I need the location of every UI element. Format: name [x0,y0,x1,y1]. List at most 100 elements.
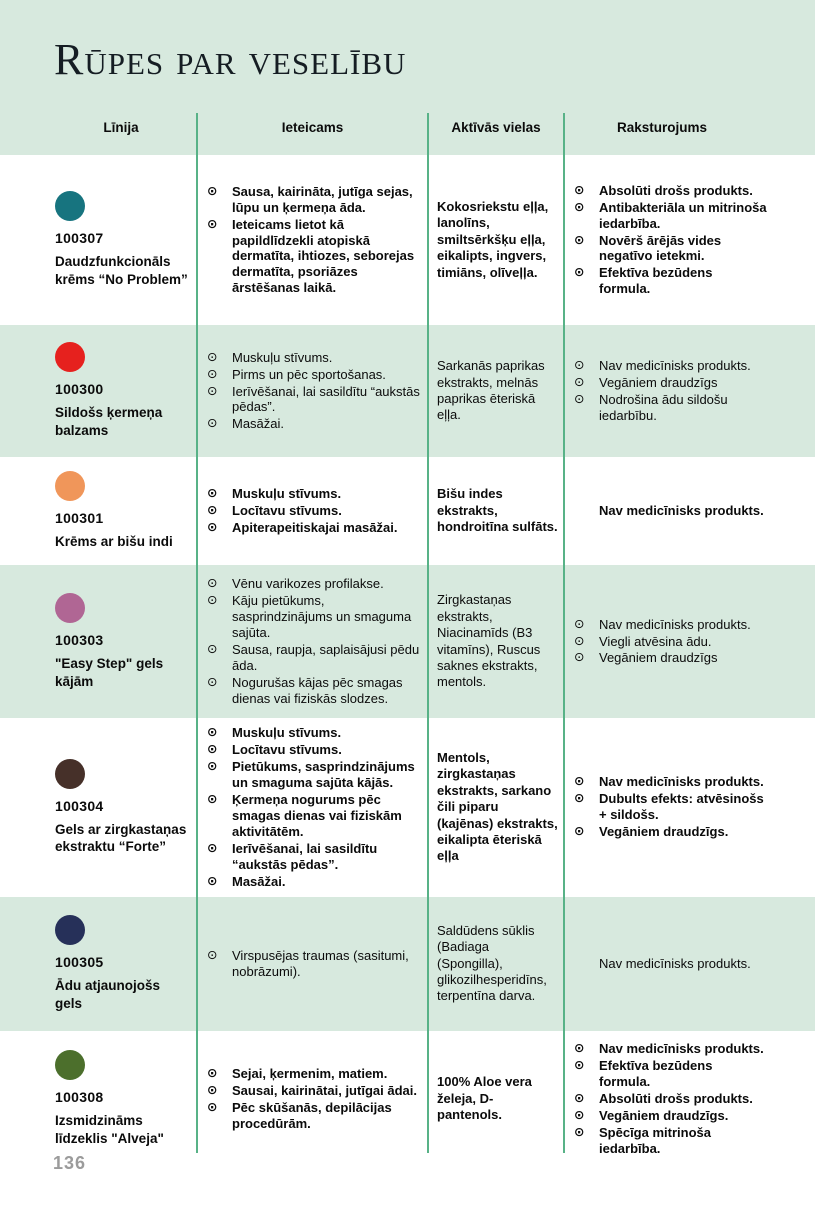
bullet-text: Ķermeņa nogurums pēc smagas dienas vai f… [232,791,402,839]
product-cell: 100305 Ādu atjaunojošs gels [0,915,197,1012]
bullet-text: Dubults efekts: atvēsinošs + sildošs. [599,791,764,823]
recommended-cell: ⊙ Sausa, kairināta, jutīga sejas, lūpu un… [197,177,428,304]
bullet-text: Efektīva bezūdens formula. [599,265,713,297]
bullet-item: ⊙ Ķermeņa nogurums pēc smagas dienas vai … [205,791,424,840]
bullet-text: Sausai, kairinātai, jutīgai ādai. [232,1082,417,1098]
column-header-aktivas-vielas: Aktīvās vielas [451,120,541,136]
product-code: 100305 [55,954,104,971]
column-header-raksturojums: Raksturojums [616,120,708,136]
product-color-dot [55,191,85,222]
bullet-icon: ⊙ [207,724,218,739]
bullet-item: ⊙ Pēc skūšanās, depilācijas procedūrām. [205,1098,424,1132]
bullet-item: ⊙ Sausa, kairināta, jutīga sejas, lūpu un… [205,182,424,216]
characteristics-cell: ⊙ Nav medicīnisks produkts. ⊙ Viegli atvēsi… [564,610,815,674]
bullet-text: Vegāniem draudzīgs. [599,1107,729,1123]
product-code: 100304 [55,797,104,814]
bullet-text: Ierīvēšanai, lai sasildītu “aukstās pēda… [232,840,378,872]
bullet-text: Vegāniem draudzīgs [599,375,718,391]
product-cell: 100301 Krēms ar bišu indi [0,471,197,551]
bullet-text: Pirms un pēc sportošanas. [232,366,386,382]
bullet-item: ⊙ Pietūkums, sasprindzinājums un smaguma … [205,757,424,791]
bullet-text: Ieteicams lietot kā papildlīdzekli atopi… [232,216,415,296]
bullet-text: Nav medicīnisks produkts. [599,616,751,632]
bullet-icon: ⊙ [207,502,218,517]
recommended-cell: ⊙ Muskuļu stīvums. ⊙ Locītavu stīvums. ⊙ Apit… [197,479,428,543]
bullet-icon: ⊙ [574,357,585,373]
characteristics-cell: Nav medicīnisks produkts. [564,497,815,525]
bullet-item: ⊙ Vegāniem draudzīgs [572,649,767,666]
table-row: 100300 Sildošs ķermeņa balzams ⊙ Muskuļu … [0,325,815,457]
bullet-item: ⊙ Apiterapeitiskajai masāžai. [205,519,424,536]
page-number: 136 [53,1153,87,1173]
bullet-text: Sausa, kairināta, jutīga sejas, lūpu un … [232,183,413,215]
product-code: 100301 [55,510,104,527]
column-divider [563,113,565,1153]
bullet-icon: ⊙ [207,592,218,608]
bullet-text: Nav medicīnisks produkts. [599,774,764,790]
bullet-item: ⊙ Efektīva bezūdens formula. [572,1057,767,1090]
bullet-icon: ⊙ [574,1039,585,1055]
characteristics-text: Nav medicīnisks produkts. [599,955,751,971]
product-code: 100307 [55,230,104,247]
bullet-icon: ⊙ [207,575,218,591]
product-code: 100308 [55,1089,104,1106]
bullet-item: ⊙ Sausa, raupja, saplaisājusi pēdu āda. [205,641,424,674]
bullet-icon: ⊙ [574,1106,585,1122]
product-name: Daudzfunkcionāls krēms “No Problem” [55,254,188,287]
page-title: Rūpes par veselību [54,35,407,84]
recommended-cell: ⊙ Muskuļu stīvums. ⊙ Locītavu stīvums. ⊙ Piet… [197,718,428,897]
bullet-text: Kāju pietūkums, sasprindzinājums un smag… [232,593,412,641]
bullet-icon: ⊙ [574,198,585,214]
bullet-text: Masāžai. [232,873,286,889]
product-color-dot [55,592,85,623]
bullet-item: ⊙ Novērš ārējās vides negatīvo ietekmi. [572,231,767,265]
bullet-icon: ⊙ [207,182,218,198]
active-substances-text: Bišu indes ekstrakts, hondroitīna sulfāt… [437,486,558,535]
bullet-icon: ⊙ [207,1098,218,1114]
bullet-text: Absolūti drošs produkts. [599,182,753,198]
table-row: 100307 Daudzfunkcionāls krēms “No Proble… [0,155,815,325]
bullet-item: ⊙ Ierīvēšanai, lai sasildītu “aukstās pēd… [205,840,424,873]
product-cell: 100300 Sildošs ķermeņa balzams [0,342,197,439]
product-color-dot [55,758,85,789]
bullet-item: ⊙ Muskuļu stīvums. [205,349,424,366]
recommended-cell: ⊙ Sejai, ķermenim, matiem. ⊙ Sausai, kairin… [197,1059,428,1139]
product-name: "Easy Step" gels kājām [55,655,164,689]
bullet-icon: ⊙ [574,264,585,280]
bullet-item: ⊙ Nogurušas kājas pēc smagas dienas vai f… [205,673,424,707]
bullet-text: Spēcīga mitrinoša iedarbība. [599,1124,711,1156]
active-substances-cell: Sarkanās paprikas ekstrakts, melnās papr… [428,354,564,428]
bullet-icon: ⊙ [574,181,585,197]
header-band: Rūpes par veselību Līnija Ieteicams Aktī… [0,0,815,155]
product-color-dot [55,915,85,946]
bullet-icon: ⊙ [574,773,585,789]
bullet-item: ⊙ Ierīvēšanai, lai sasildītu “aukstās pēd… [205,383,424,416]
bullet-icon: ⊙ [207,673,218,689]
column-divider [196,113,198,1153]
table-row: 100301 Krēms ar bišu indi ⊙ Muskuļu stīvu… [0,457,815,565]
product-name: Sildošs ķermeņa balzams [55,405,163,438]
bullet-text: Muskuļu stīvums. [232,725,342,740]
bullet-icon: ⊙ [574,231,585,247]
bullet-item: ⊙ Virspusējas traumas (sasitumi, nobrāzum… [205,947,424,980]
product-table: 100307 Daudzfunkcionāls krēms “No Proble… [0,155,815,1167]
column-divider [427,113,429,1153]
bullet-item: ⊙ Locītavu stīvums. [205,502,424,519]
product-cell: 100304 Gels ar zirgkastaņas ekstraktu “F… [0,758,197,856]
bullet-item: ⊙ Spēcīga mitrinoša iedarbība. [572,1124,767,1157]
bullet-item: ⊙ Vēnu varikozes profilakse. [205,575,424,592]
bullet-item: ⊙ Nav medicīnisks produkts. [572,616,767,633]
bullet-icon: ⊙ [207,757,218,773]
bullet-text: Antibakteriāla un mitrinoša iedarbība. [599,199,767,231]
active-substances-cell: Bišu indes ekstrakts, hondroitīna sulfāt… [428,482,564,539]
bullet-icon: ⊙ [207,641,218,656]
bullet-text: Nav medicīnisks produkts. [599,358,751,374]
bullet-item: ⊙ Viegli atvēsina ādu. [572,632,767,650]
bullet-text: Locītavu stīvums. [232,503,342,518]
active-substances-text: 100% Aloe vera želeja, D-pantenols. [437,1074,532,1123]
bullet-icon: ⊙ [574,632,585,648]
bullet-text: Vegāniem draudzīgs [599,650,718,666]
bullet-icon: ⊙ [574,823,585,839]
product-cell: 100307 Daudzfunkcionāls krēms “No Proble… [0,191,197,288]
bullet-item: ⊙ Antibakteriāla un mitrinoša iedarbība. [572,198,767,232]
